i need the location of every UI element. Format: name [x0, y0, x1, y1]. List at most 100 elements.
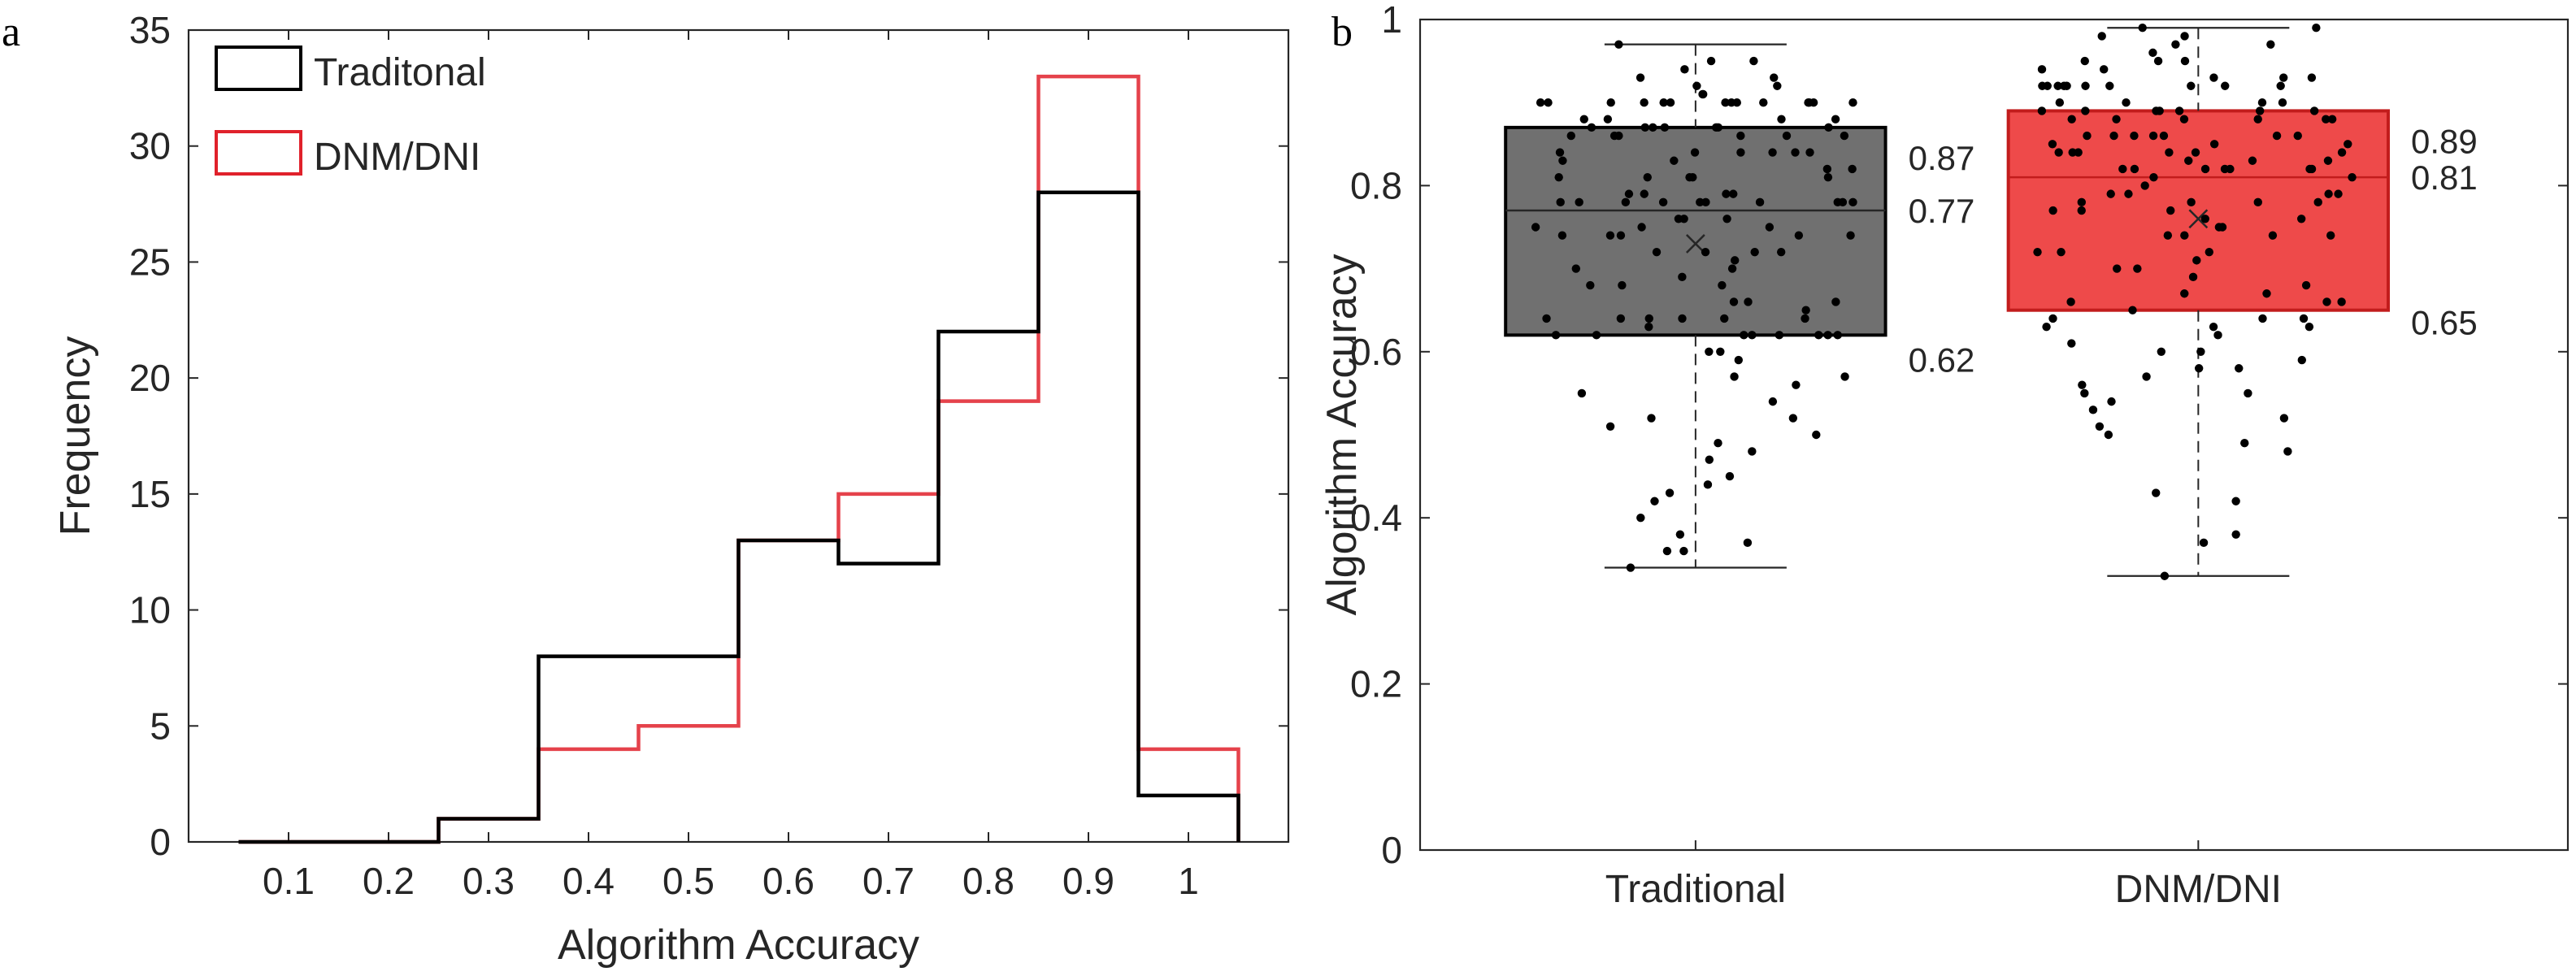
data-point-dnm-dni: [2255, 106, 2265, 115]
legend-swatch: [215, 130, 302, 176]
data-point-dnm-dni: [2266, 40, 2275, 49]
hist-xtick-label: 0.9: [1062, 860, 1114, 902]
data-point-dnm-dni: [2200, 164, 2210, 174]
data-point-dnm-dni: [2077, 197, 2086, 207]
quartile-label-q1-dnm-dni: 0.65: [2411, 304, 2478, 342]
box-y-axis-label: Algorithm Accuracy: [1318, 254, 1366, 615]
hist-xtick-label: 0.6: [762, 860, 815, 902]
data-point-traditional: [1690, 148, 1700, 157]
data-point-dnm-dni: [2235, 364, 2244, 373]
data-point-dnm-dni: [2187, 81, 2196, 90]
data-point-traditional: [1840, 372, 1849, 381]
data-point-traditional: [1644, 314, 1653, 323]
data-point-dnm-dni: [2205, 247, 2213, 257]
data-point-traditional: [1626, 563, 1636, 572]
box-dnm-dni: [2006, 109, 2391, 312]
data-point-traditional: [1722, 189, 1731, 198]
data-point-dnm-dni: [2077, 206, 2086, 215]
data-point-traditional: [1688, 172, 1697, 182]
data-point-dnm-dni: [2148, 131, 2158, 141]
data-point-dnm-dni: [2196, 347, 2205, 356]
data-point-dnm-dni: [2100, 65, 2109, 74]
data-point-dnm-dni: [2272, 131, 2282, 141]
data-point-traditional: [1660, 123, 1670, 132]
data-point-dnm-dni: [2253, 197, 2262, 207]
data-point-dnm-dni: [2297, 355, 2307, 365]
data-point-traditional: [1624, 189, 1634, 198]
data-point-dnm-dni: [2226, 164, 2235, 174]
data-point-traditional: [1605, 231, 1615, 240]
data-point-dnm-dni: [2081, 106, 2090, 115]
data-point-traditional: [1721, 98, 1730, 107]
data-point-dnm-dni: [2200, 215, 2209, 223]
data-point-traditional: [1716, 347, 1725, 356]
data-point-traditional: [1848, 164, 1857, 174]
data-point-traditional: [1586, 280, 1595, 290]
data-point-traditional: [1658, 197, 1668, 207]
data-point-dnm-dni: [2095, 422, 2105, 431]
hist-series-traditonal-line: [238, 190, 1240, 844]
data-point-traditional: [1848, 98, 1857, 107]
data-point-dnm-dni: [2337, 148, 2347, 157]
data-point-dnm-dni: [2048, 206, 2057, 215]
data-point-traditional: [1765, 223, 1775, 232]
data-point-traditional: [1679, 546, 1688, 556]
data-point-dnm-dni: [2307, 73, 2317, 82]
data-point-dnm-dni: [2309, 106, 2319, 115]
data-point-traditional: [1557, 231, 1567, 240]
data-point-traditional: [1554, 172, 1563, 182]
data-point-dnm-dni: [2192, 256, 2201, 265]
hist-y-axis-label: Frequency: [52, 336, 99, 536]
data-point-dnm-dni: [2048, 140, 2057, 149]
data-point-traditional: [1640, 98, 1649, 107]
data-point-traditional: [1544, 98, 1553, 107]
data-point-traditional: [1637, 223, 1646, 232]
data-point-dnm-dni: [2323, 156, 2333, 165]
data-point-dnm-dni: [2066, 297, 2075, 306]
median-label-dnm-dni: 0.81: [2411, 158, 2478, 197]
hist-ytick-label: 0: [150, 821, 171, 863]
data-point-traditional: [1768, 397, 1778, 406]
data-point-dnm-dni: [2159, 131, 2169, 141]
data-point-traditional: [1705, 347, 1714, 356]
data-point-dnm-dni: [2048, 314, 2057, 323]
data-point-traditional: [1744, 297, 1753, 306]
data-point-traditional: [1770, 73, 1779, 82]
hist-xtick-label: 0.2: [363, 860, 415, 902]
data-point-traditional: [1814, 331, 1823, 340]
data-point-dnm-dni: [2033, 247, 2042, 257]
data-point-dnm-dni: [2062, 81, 2071, 90]
data-point-dnm-dni: [2334, 189, 2343, 198]
data-point-dnm-dni: [2042, 322, 2051, 332]
data-point-dnm-dni: [2299, 314, 2309, 323]
data-point-traditional: [1703, 480, 1713, 489]
hist-ytick-label: 35: [129, 9, 171, 51]
data-point-dnm-dni: [2124, 189, 2133, 198]
data-point-traditional: [1732, 98, 1741, 107]
hist-ytick-label: 5: [150, 705, 171, 747]
data-point-traditional: [1794, 231, 1804, 240]
data-point-dnm-dni: [2213, 331, 2222, 340]
data-point-dnm-dni: [2304, 322, 2314, 332]
data-point-dnm-dni: [2122, 98, 2131, 107]
data-point-dnm-dni: [2149, 172, 2158, 182]
data-point-traditional: [1705, 455, 1714, 464]
data-point-dnm-dni: [2105, 81, 2114, 90]
data-point-traditional: [1647, 414, 1656, 423]
data-point-traditional: [1592, 331, 1601, 340]
data-point-traditional: [1788, 414, 1798, 423]
data-point-traditional: [1805, 148, 1814, 157]
data-point-traditional: [1823, 172, 1833, 182]
data-point-traditional: [1718, 280, 1727, 290]
data-point-dnm-dni: [2142, 372, 2151, 381]
data-point-dnm-dni: [2253, 115, 2262, 124]
data-point-traditional: [1678, 272, 1687, 282]
panel-letter-a: a: [2, 9, 20, 55]
data-point-traditional: [1571, 264, 1580, 273]
data-point-traditional: [1644, 322, 1653, 332]
data-point-traditional: [1743, 538, 1753, 548]
data-point-traditional: [1773, 81, 1782, 90]
mean-marker-dnm-dni: [2188, 209, 2209, 229]
data-point-traditional: [1605, 422, 1615, 431]
data-point-dnm-dni: [2187, 197, 2196, 207]
